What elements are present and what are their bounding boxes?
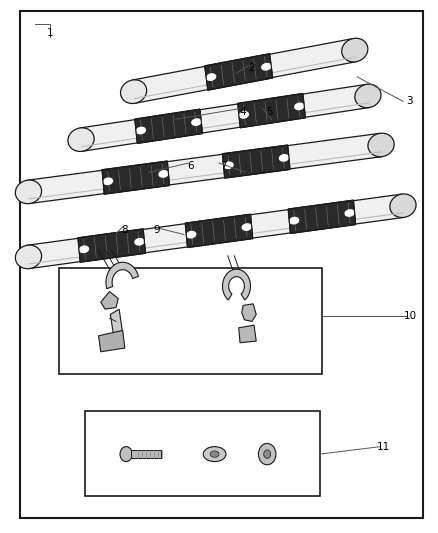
- Polygon shape: [110, 309, 123, 337]
- Polygon shape: [223, 145, 290, 178]
- Polygon shape: [205, 54, 273, 90]
- Ellipse shape: [15, 180, 42, 204]
- Polygon shape: [135, 109, 202, 143]
- Ellipse shape: [203, 447, 226, 462]
- Ellipse shape: [120, 80, 147, 103]
- Ellipse shape: [289, 217, 300, 224]
- Polygon shape: [242, 304, 256, 321]
- Ellipse shape: [294, 102, 304, 110]
- Ellipse shape: [355, 84, 381, 108]
- Ellipse shape: [344, 209, 355, 217]
- Ellipse shape: [103, 177, 113, 185]
- Text: 11: 11: [377, 442, 390, 451]
- Polygon shape: [223, 269, 251, 300]
- Ellipse shape: [79, 246, 89, 253]
- Ellipse shape: [368, 133, 394, 157]
- Text: 9: 9: [153, 225, 160, 235]
- Polygon shape: [99, 330, 125, 352]
- Ellipse shape: [261, 63, 272, 71]
- Polygon shape: [28, 194, 404, 269]
- Polygon shape: [238, 93, 305, 128]
- Text: 10: 10: [404, 311, 417, 320]
- Text: 5: 5: [266, 107, 273, 117]
- Polygon shape: [78, 229, 145, 262]
- Ellipse shape: [206, 73, 216, 81]
- Ellipse shape: [191, 118, 201, 126]
- Polygon shape: [288, 200, 356, 233]
- Ellipse shape: [258, 443, 276, 465]
- Ellipse shape: [342, 38, 368, 62]
- Ellipse shape: [120, 447, 132, 462]
- Ellipse shape: [136, 127, 146, 134]
- Text: 4: 4: [240, 107, 247, 117]
- Ellipse shape: [223, 161, 234, 169]
- Polygon shape: [102, 161, 170, 194]
- Ellipse shape: [68, 128, 94, 151]
- Text: 1: 1: [47, 28, 54, 38]
- Polygon shape: [106, 262, 138, 289]
- Polygon shape: [132, 38, 356, 103]
- Bar: [59, 268, 322, 374]
- Ellipse shape: [186, 231, 197, 239]
- Polygon shape: [28, 133, 382, 204]
- Ellipse shape: [210, 451, 219, 457]
- Bar: [85, 411, 320, 496]
- Ellipse shape: [15, 245, 42, 269]
- Text: 6: 6: [187, 161, 194, 171]
- Ellipse shape: [279, 154, 289, 162]
- Ellipse shape: [158, 170, 169, 178]
- Polygon shape: [101, 292, 118, 309]
- Text: 7: 7: [220, 161, 227, 171]
- Ellipse shape: [264, 450, 271, 458]
- Polygon shape: [239, 325, 256, 343]
- Ellipse shape: [134, 238, 145, 246]
- Ellipse shape: [241, 223, 252, 231]
- Bar: [131, 450, 161, 458]
- Text: 3: 3: [406, 96, 413, 106]
- Polygon shape: [80, 84, 369, 151]
- Ellipse shape: [390, 194, 416, 217]
- Polygon shape: [185, 214, 253, 247]
- Ellipse shape: [239, 111, 249, 119]
- Text: 2: 2: [248, 63, 255, 73]
- Text: 8: 8: [121, 225, 128, 235]
